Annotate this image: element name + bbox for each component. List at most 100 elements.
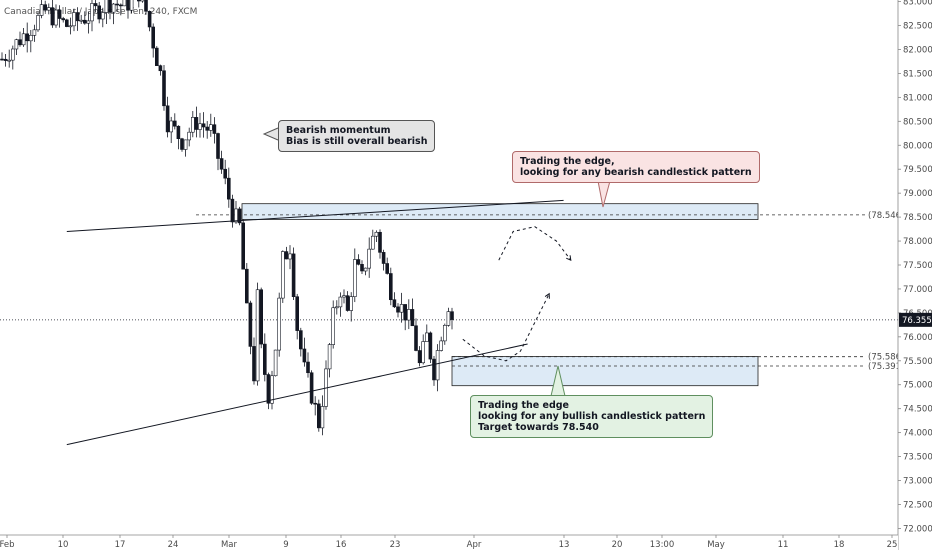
candle-body [248, 302, 253, 347]
callout-pointer [550, 365, 566, 397]
candle-body [234, 208, 238, 223]
candle-body [245, 268, 249, 304]
callout-bearish-edge: Trading the edge, looking for any bearis… [512, 151, 760, 183]
candle-body [115, 3, 119, 6]
candle-body [262, 343, 267, 375]
candle-body [126, 0, 130, 11]
candle-body [356, 259, 361, 265]
lower-trendline [66, 343, 528, 446]
y-tick-label: 74.000 [903, 429, 932, 439]
x-tick-label: Apr [467, 540, 482, 550]
candle-body [349, 296, 354, 311]
level-label: (75.391) [868, 362, 904, 372]
y-tick-label: 79.000 [903, 189, 932, 199]
projection-arrowhead [544, 292, 550, 299]
x-axis-panel [0, 535, 898, 550]
callout-line: Bearish momentum [286, 125, 391, 136]
candle-body [151, 26, 155, 49]
candle-body [428, 332, 433, 360]
callout-bullish-edge: Trading the edge looking for any bullish… [470, 395, 714, 438]
candle-body [219, 158, 224, 170]
candle-body [352, 259, 357, 297]
y-tick-label: 73.000 [903, 477, 932, 487]
y-tick-label: 74.500 [903, 405, 932, 415]
candle-body [173, 120, 177, 127]
candle-body [442, 325, 447, 342]
y-tick-label: 83.000 [903, 0, 932, 8]
candle-body [414, 325, 418, 351]
candle-body [342, 295, 346, 298]
level-label: (75.586) [868, 353, 904, 363]
callout-bearish-momentum: Bearish momentum Bias is still overall b… [278, 120, 436, 152]
candle-body [421, 341, 426, 364]
candle-body [0, 58, 4, 61]
candle-body [381, 252, 386, 264]
candle-body [450, 311, 454, 320]
level-label: (78.546) [868, 211, 904, 221]
candle-body [111, 3, 116, 13]
candle-body [18, 39, 22, 46]
candle-body [14, 39, 19, 50]
y-tick-label: 78.500 [903, 213, 932, 223]
candle-body [288, 253, 292, 260]
candle-body [306, 361, 310, 374]
candle-body [424, 332, 429, 342]
x-tick-label: May [707, 540, 725, 550]
candle-body [183, 139, 188, 150]
support-zone [451, 356, 759, 387]
candle-body [334, 306, 339, 309]
candle-body [396, 306, 400, 313]
callout-pointer [597, 180, 611, 208]
candle-body [119, 4, 123, 7]
candle-body [406, 309, 411, 321]
candle-body [165, 105, 170, 133]
candle-body [216, 133, 220, 159]
candle-body [277, 297, 282, 351]
y-tick-label: 75.500 [903, 357, 932, 367]
candle-body [273, 349, 278, 377]
candle-body [313, 402, 318, 405]
y-tick-label: 82.500 [903, 22, 932, 32]
candle-body [446, 311, 451, 326]
candle-body [417, 350, 422, 364]
y-tick-label: 75.000 [903, 381, 932, 391]
candle-body [72, 12, 76, 27]
x-tick-label: 13:00 [650, 540, 675, 550]
y-tick-label: 76.000 [903, 333, 932, 343]
candle-body [158, 65, 163, 72]
y-tick-label: 80.000 [903, 141, 932, 151]
x-tick-label: 13 [559, 540, 570, 550]
candle-body [68, 25, 73, 28]
candle-body [3, 58, 8, 61]
candle-body [309, 372, 314, 404]
candle-body [302, 348, 307, 363]
callout-line: Bias is still overall bearish [286, 136, 428, 147]
candle-body [227, 177, 231, 200]
candle-body [320, 406, 325, 429]
y-tick-label: 82.000 [903, 45, 932, 55]
candles-layer [0, 0, 454, 436]
levels-layer: (78.546) (75.586)(75.391) [0, 211, 904, 372]
y-tick-label: 79.500 [903, 165, 932, 175]
candle-body [162, 70, 166, 107]
candle-body [388, 273, 393, 301]
candle-body [370, 235, 375, 250]
x-tick-label: Mar [221, 540, 238, 550]
candle-body [378, 231, 382, 253]
callout-pointer [262, 127, 279, 141]
candle-body [266, 374, 271, 404]
candle-body [21, 33, 26, 46]
candle-body [223, 168, 227, 179]
candle-body [155, 47, 159, 66]
candle-body [259, 289, 264, 345]
candle-body [137, 0, 141, 2]
x-tick-label: 23 [390, 540, 401, 550]
candle-body [86, 20, 91, 24]
current-price-tag [899, 312, 932, 327]
y-tick-label: 78.000 [903, 237, 932, 247]
candle-body [79, 19, 83, 22]
candle-body [212, 124, 217, 134]
candle-body [32, 29, 37, 36]
